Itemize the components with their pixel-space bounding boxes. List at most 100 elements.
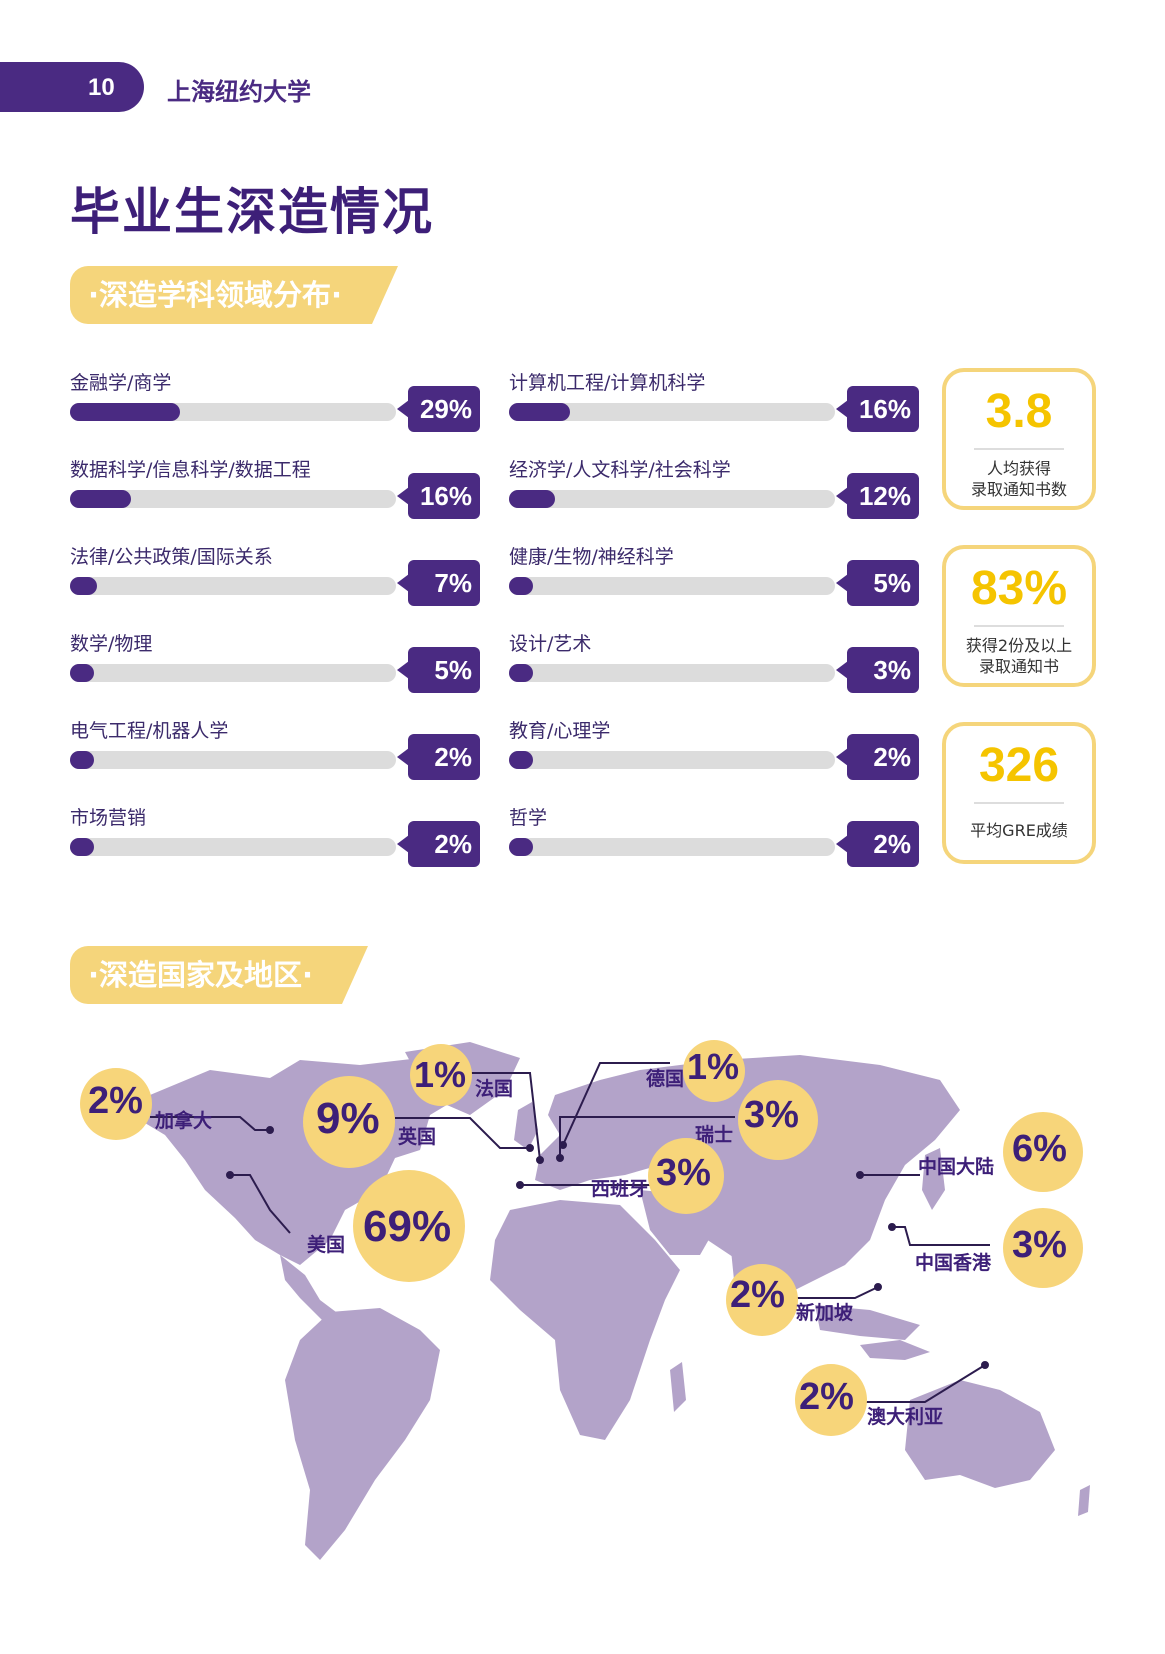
field-label: 金融学/商学	[70, 372, 172, 394]
field-percent-badge: 12%	[836, 473, 919, 519]
percent-france: 1%	[414, 1054, 467, 1095]
indonesia-shape	[860, 1340, 930, 1360]
connector-australia	[862, 1364, 986, 1403]
bubble-china	[1003, 1112, 1083, 1192]
new-zealand-shape	[1078, 1485, 1090, 1516]
country-france: 法国	[475, 1078, 514, 1100]
field-bar-track	[70, 490, 396, 508]
country-hk: 中国香港	[915, 1252, 992, 1274]
field-bar-item: 哲学 2%	[509, 803, 921, 883]
percent-swiss: 3%	[744, 1094, 799, 1136]
page-number-tab	[0, 62, 144, 112]
pin-singapore	[874, 1283, 882, 1291]
connector-swiss	[559, 1116, 735, 1158]
stat-label-line: 获得2份及以上	[965, 636, 1073, 655]
field-bar-item: 金融学/商学 29%	[70, 368, 482, 448]
bubble-usa	[353, 1170, 465, 1282]
field-label: 法律/公共政策/国际关系	[70, 546, 273, 568]
field-bar-track	[70, 403, 396, 421]
percent-germany: 1%	[687, 1046, 740, 1087]
country-usa: 美国	[307, 1234, 346, 1256]
field-percent-badge: 2%	[397, 821, 480, 867]
field-percent-badge: 16%	[836, 386, 919, 432]
field-bar-item: 数据科学/信息科学/数据工程 16%	[70, 455, 482, 535]
field-label: 市场营销	[70, 807, 147, 829]
connector-uk	[395, 1117, 530, 1149]
field-bar-fill	[70, 838, 94, 856]
stat-box-offers: 3.8 人均获得 录取通知书数	[942, 368, 1096, 510]
pin-china	[856, 1171, 864, 1179]
field-bar-track	[509, 751, 835, 769]
field-percent-badge: 2%	[836, 734, 919, 780]
page-title: 毕业生深造情况	[70, 183, 434, 241]
field-bar-fill	[509, 577, 533, 595]
field-label: 哲学	[509, 807, 548, 829]
country-germany: 德国	[646, 1068, 685, 1090]
asia-shape	[640, 1055, 960, 1295]
bubble-swiss	[738, 1080, 818, 1160]
section-tag-fields: ·深造学科领域分布·	[70, 266, 398, 324]
field-bar-item: 数学/物理 5%	[70, 629, 482, 709]
field-bar-fill	[509, 751, 533, 769]
stat-label: 平均GRE成绩	[970, 821, 1068, 840]
field-label: 数学/物理	[70, 633, 153, 655]
country-uk: 英国	[398, 1126, 437, 1148]
country-china: 中国大陆	[918, 1156, 995, 1178]
percent-spain: 3%	[656, 1152, 711, 1194]
pin-hk	[888, 1223, 896, 1231]
pin-france	[536, 1156, 544, 1164]
field-label: 经济学/人文科学/社会科学	[509, 459, 731, 481]
stat-divider	[974, 802, 1064, 804]
field-bar-track	[70, 838, 396, 856]
uk-shape	[514, 1102, 538, 1150]
field-bar-track	[509, 490, 835, 508]
stat-label-line: 录取通知书	[978, 657, 1059, 676]
connector-usa	[230, 1174, 291, 1234]
australia-shape	[905, 1380, 1055, 1488]
field-bar-item: 市场营销 2%	[70, 803, 482, 883]
field-label: 健康/生物/神经科学	[509, 546, 674, 568]
field-bar-item: 计算机工程/计算机科学 16%	[509, 368, 921, 448]
stat-value: 326	[978, 739, 1060, 792]
country-swiss: 瑞士	[695, 1124, 734, 1146]
field-bar-item: 法律/公共政策/国际关系 7%	[70, 542, 482, 622]
field-label: 电气工程/机器人学	[70, 720, 229, 742]
section-tag-regions: ·深造国家及地区·	[70, 946, 368, 1004]
bubble-australia	[795, 1364, 867, 1436]
field-bar-track	[70, 664, 396, 682]
europe-shape	[535, 1070, 680, 1190]
percent-china: 6%	[1012, 1128, 1067, 1170]
field-bar-track	[70, 751, 396, 769]
stat-value: 83%	[970, 562, 1068, 615]
field-label: 设计/艺术	[509, 633, 592, 655]
japan-shape	[922, 1148, 945, 1210]
connector-canada	[150, 1116, 270, 1131]
world-map: 2% 加拿大 9% 英国 69% 美国 1% 法国 1% 德国 3% 瑞士 3%…	[0, 1040, 1165, 1610]
field-percent-badge: 2%	[397, 734, 480, 780]
field-percent-badge: 5%	[397, 647, 480, 693]
pin-usa	[226, 1171, 234, 1179]
field-bar-fill	[70, 751, 94, 769]
percent-hk: 3%	[1012, 1224, 1067, 1266]
bubble-canada	[80, 1068, 152, 1140]
pin-spain	[516, 1181, 524, 1189]
country-singapore: 新加坡	[796, 1302, 854, 1324]
connector-singapore	[795, 1286, 879, 1299]
percent-usa: 69%	[363, 1202, 452, 1251]
field-percent-badge: 7%	[397, 560, 480, 606]
stat-value: 3.8	[985, 385, 1053, 438]
page-number: 10	[88, 74, 115, 101]
central-america-shape	[280, 1255, 340, 1320]
field-bar-item: 设计/艺术 3%	[509, 629, 921, 709]
field-bar-fill	[70, 664, 94, 682]
percent-uk: 9%	[316, 1094, 380, 1143]
stat-label-line: 录取通知书数	[970, 480, 1067, 499]
percent-singapore: 2%	[730, 1274, 785, 1316]
southeast-asia-shape	[815, 1305, 920, 1340]
stat-box-gre: 326 平均GRE成绩	[942, 722, 1096, 864]
field-percent-badge: 29%	[397, 386, 480, 432]
field-bar-item: 健康/生物/神经科学 5%	[509, 542, 921, 622]
bubble-singapore	[726, 1264, 798, 1336]
connector-hk	[892, 1226, 990, 1246]
field-bar-fill	[70, 403, 180, 421]
